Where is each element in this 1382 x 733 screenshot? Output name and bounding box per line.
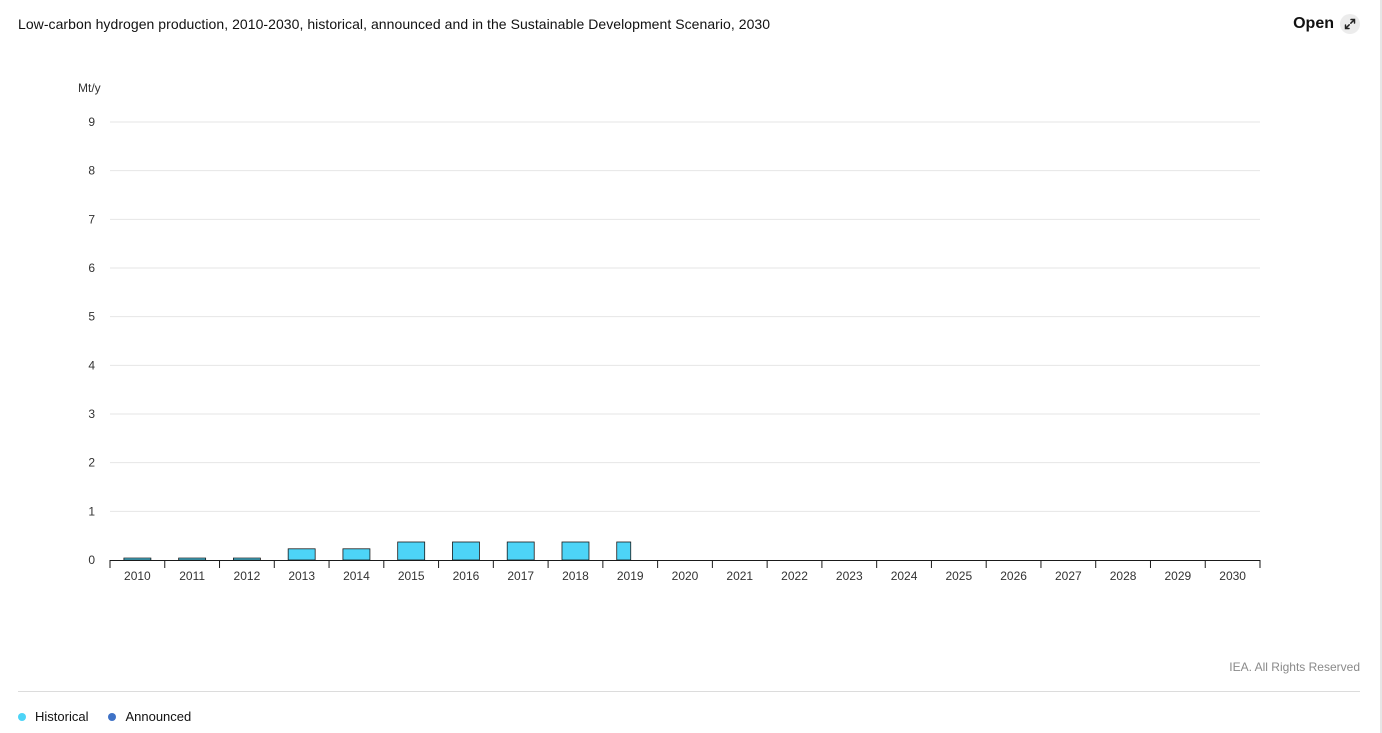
bar[interactable] [233, 557, 261, 561]
x-tick-label: 2011 [179, 569, 205, 583]
expand-arrows-icon [1340, 14, 1360, 34]
bar[interactable] [506, 541, 535, 561]
chart: 2010 2011 2012 2013 2014 2015 2016 2017 2018 2019… [78, 81, 1261, 583]
x-tick-label: 2017 [507, 569, 534, 583]
legend-item-announced[interactable]: Announced [108, 709, 191, 724]
legend: Historical Announced [18, 709, 191, 724]
x-tick-label: 2012 [234, 569, 261, 583]
x-tick-label: 2025 [945, 569, 972, 583]
bar[interactable] [561, 541, 590, 561]
legend-dot-announced [108, 712, 117, 721]
y-tick-label: 3 [88, 407, 95, 421]
legend-item-historical[interactable]: Historical [18, 709, 88, 724]
y-tick-label: 4 [88, 358, 95, 372]
y-tick-label: 1 [88, 504, 95, 518]
bar[interactable] [616, 541, 632, 561]
x-tick-label: 2015 [398, 569, 425, 583]
y-axis: Mt/y 0 1 2 3 4 5 6 7 8 9 [78, 81, 101, 567]
bar[interactable] [397, 541, 426, 561]
scrollbar-track[interactable] [1380, 0, 1382, 733]
y-tick-label: 6 [88, 261, 95, 275]
x-axis: 2010 2011 2012 2013 2014 2015 2016 2017 2018 2019… [109, 560, 1261, 583]
x-tick-label: 2028 [1110, 569, 1137, 583]
x-tick-label: 2024 [891, 569, 918, 583]
x-tick-label: 2021 [726, 569, 753, 583]
open-button[interactable]: Open [1293, 14, 1360, 34]
y-tick-label: 5 [88, 310, 95, 324]
x-tick-label: 2022 [781, 569, 808, 583]
y-tick-label: 7 [88, 212, 95, 226]
x-tick-label: 2026 [1000, 569, 1027, 583]
y-tick-label: 8 [88, 164, 95, 178]
grid-lines [110, 121, 1260, 512]
x-tick-label: 2023 [836, 569, 863, 583]
y-unit-label: Mt/y [78, 81, 101, 95]
open-button-label: Open [1293, 15, 1334, 32]
y-tick-label: 9 [88, 115, 95, 129]
legend-dot-historical [18, 712, 26, 721]
x-tick-label: 2029 [1165, 569, 1192, 583]
credits-text: IEA. All Rights Reserved [1229, 660, 1360, 674]
x-tick-label: 2019 [617, 569, 644, 583]
bar[interactable] [287, 548, 316, 561]
legend-divider [18, 691, 1360, 692]
bars [123, 541, 632, 561]
bar[interactable] [123, 557, 152, 561]
x-tick-label: 2020 [672, 569, 699, 583]
x-tick-label: 2030 [1219, 569, 1246, 583]
x-tick-label: 2013 [288, 569, 315, 583]
legend-label-announced: Announced [125, 709, 192, 724]
legend-label-historical: Historical [35, 709, 89, 724]
x-tick-label: 2014 [343, 569, 370, 583]
x-tick-label: 2016 [453, 569, 480, 583]
bar[interactable] [342, 548, 371, 561]
y-tick-label: 2 [88, 456, 95, 470]
x-tick-label: 2010 [124, 569, 151, 583]
x-tick-label: 2027 [1055, 569, 1082, 583]
chart-title: Low-carbon hydrogen production, 2010-203… [18, 16, 771, 32]
x-tick-label: 2018 [562, 569, 589, 583]
bar[interactable] [178, 557, 207, 561]
bar[interactable] [452, 541, 480, 561]
y-tick-label: 0 [88, 553, 95, 567]
